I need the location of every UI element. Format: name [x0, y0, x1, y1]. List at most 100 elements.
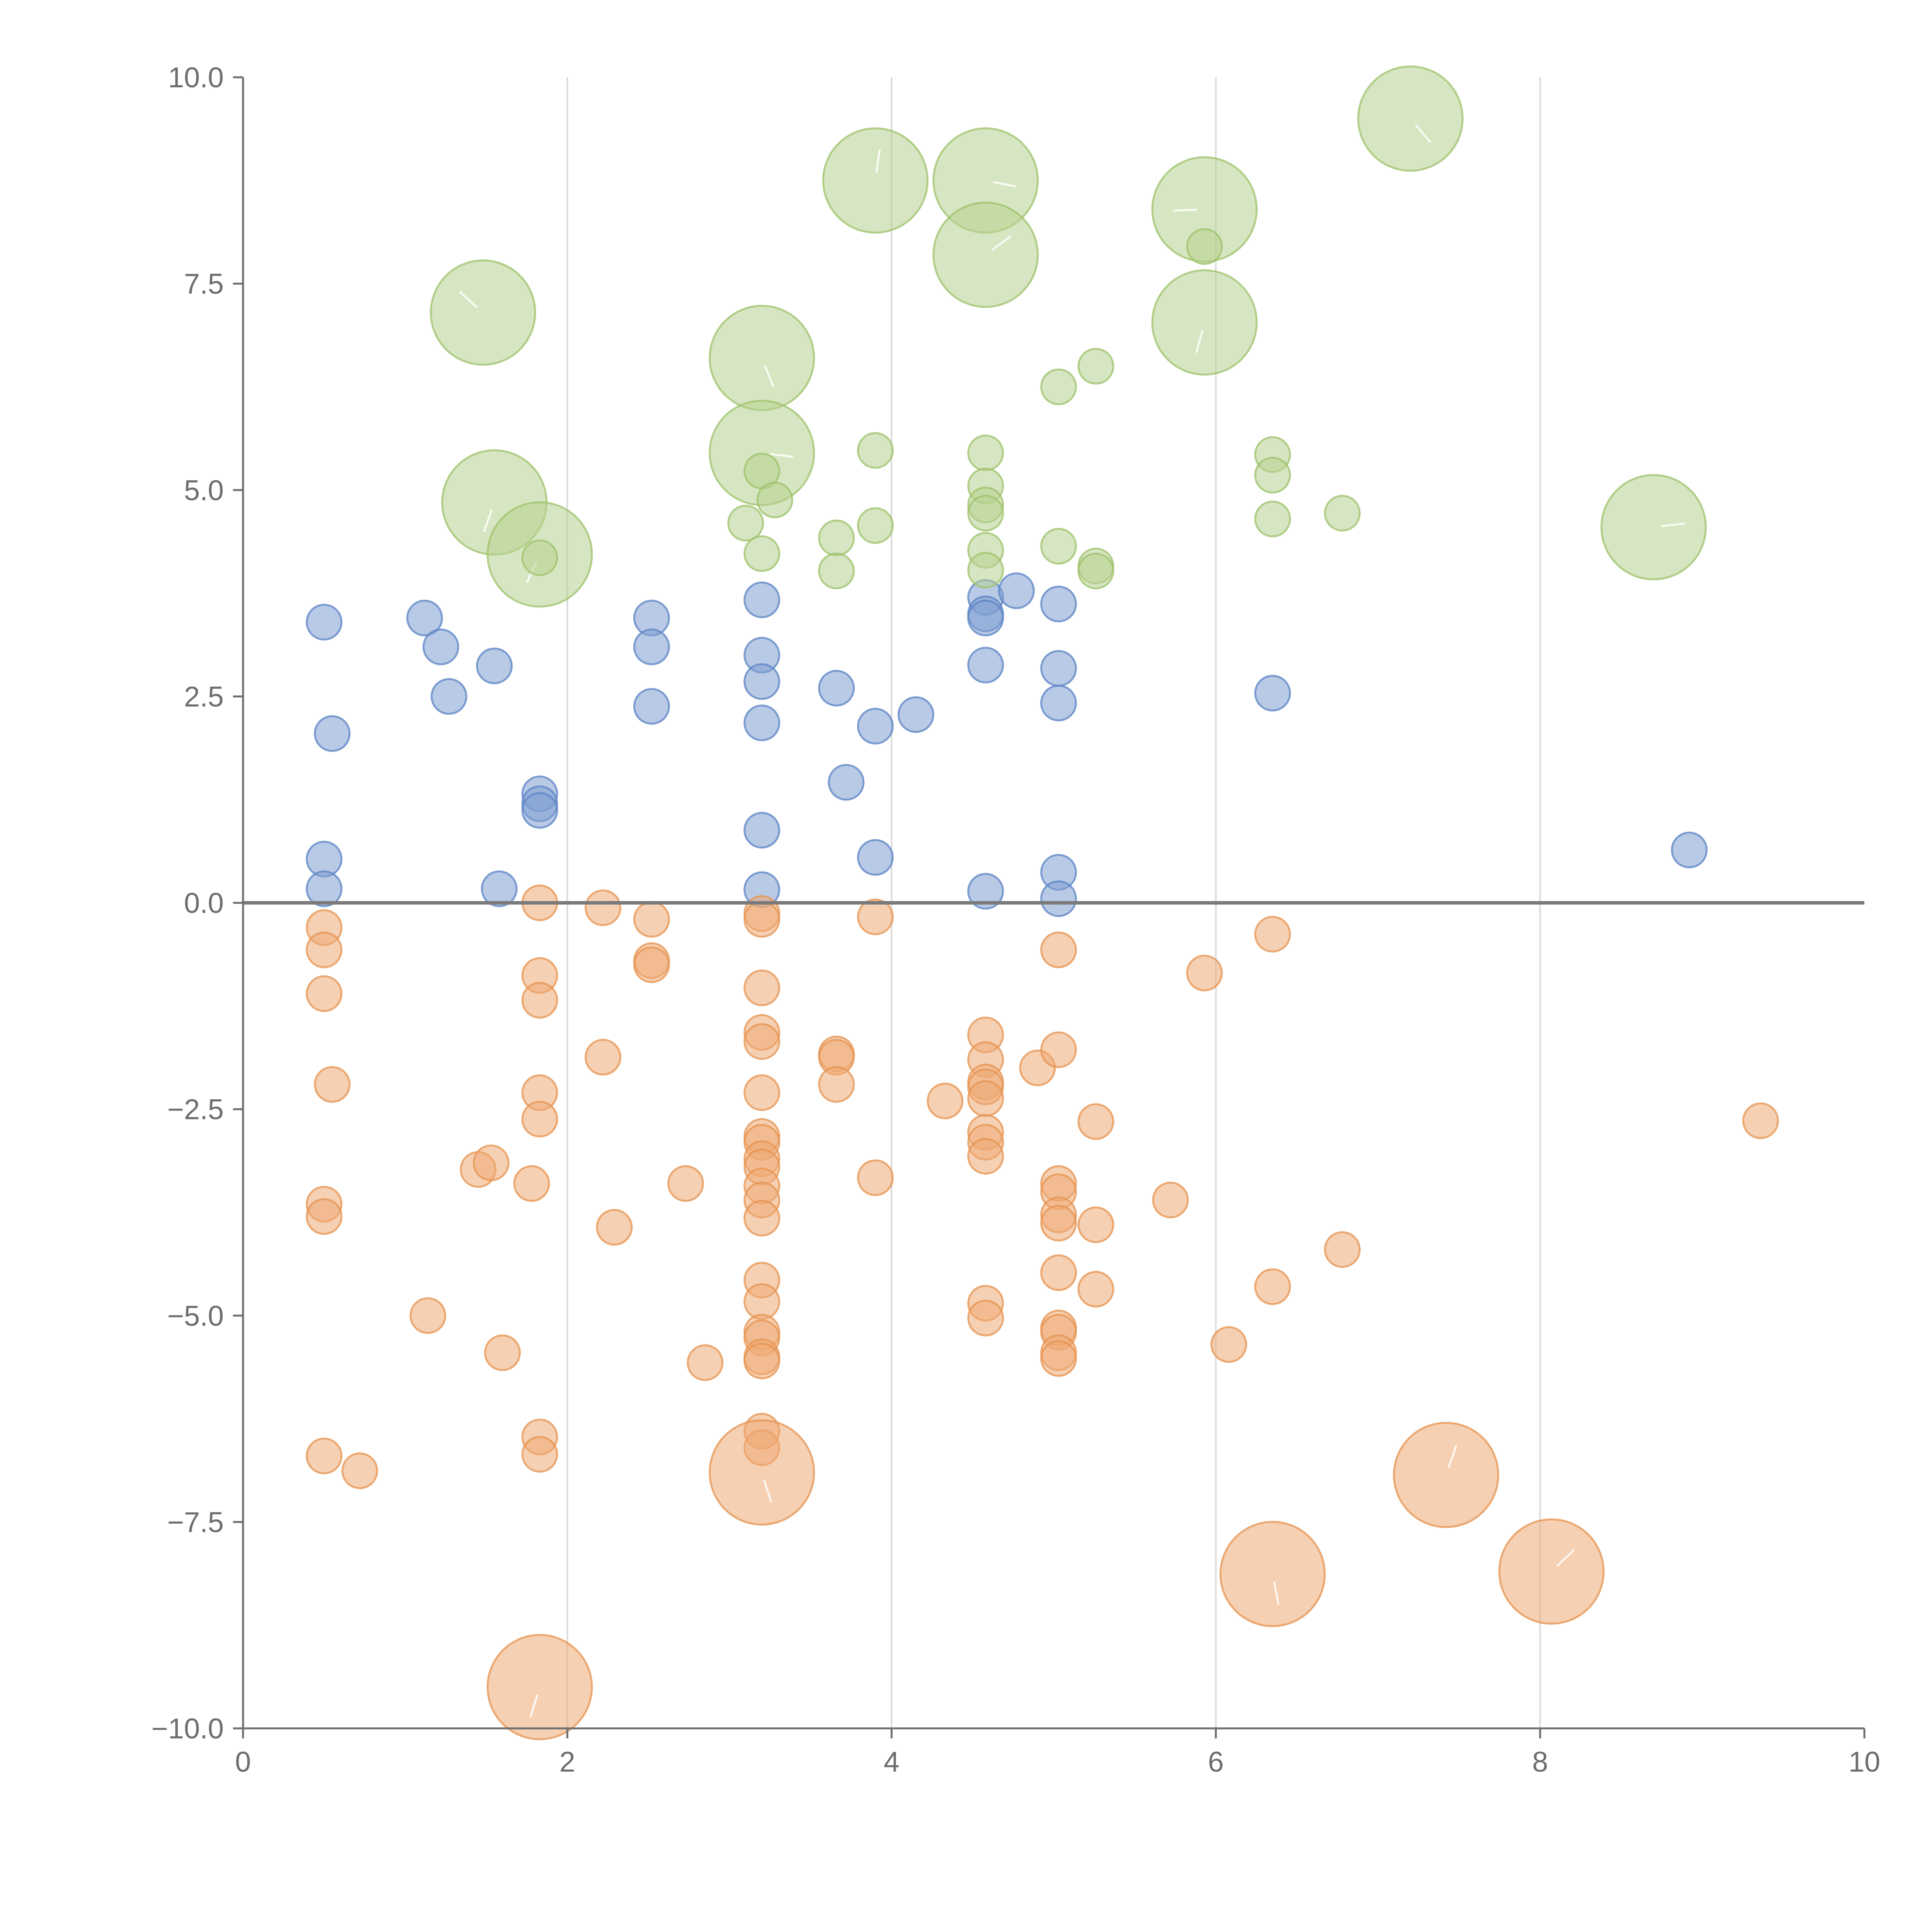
blue-point — [1254, 675, 1291, 712]
green-point — [1077, 553, 1114, 590]
green-point — [1186, 228, 1223, 265]
orange-point — [513, 1165, 550, 1202]
y-tick-label: 10.0 — [168, 61, 224, 94]
orange-point — [585, 1039, 622, 1076]
orange-point — [1324, 1231, 1361, 1268]
green-point — [430, 259, 536, 366]
orange-point — [818, 1066, 855, 1103]
orange-point — [585, 889, 622, 926]
orange-point — [927, 1082, 964, 1119]
green-point-marker — [1415, 124, 1432, 143]
blue-point — [1671, 832, 1708, 869]
blue-point — [967, 599, 1004, 636]
orange-point — [967, 1299, 1004, 1337]
green-point-marker — [1661, 522, 1685, 527]
orange-point — [967, 1138, 1004, 1175]
orange-point — [1393, 1422, 1499, 1528]
green-point — [727, 505, 764, 542]
orange-point — [857, 898, 894, 935]
green-point-marker — [875, 149, 881, 173]
orange-point — [667, 1165, 704, 1202]
blue-point — [422, 628, 459, 665]
orange-point — [1077, 1103, 1114, 1140]
green-point — [743, 535, 781, 572]
orange-point — [743, 1023, 781, 1060]
blue-point — [306, 870, 343, 907]
orange-point — [743, 1200, 781, 1237]
blue-point — [481, 870, 518, 907]
orange-point — [341, 1452, 378, 1489]
blue-point — [743, 811, 781, 849]
orange-point — [743, 969, 781, 1007]
orange-point — [1077, 1206, 1114, 1243]
blue-point — [743, 581, 781, 618]
orange-point — [484, 1334, 521, 1371]
green-point-marker — [459, 291, 478, 308]
orange-point — [743, 901, 781, 938]
x-tick-label: 6 — [1208, 1746, 1224, 1778]
orange-point — [1742, 1102, 1779, 1139]
green-point — [932, 201, 1039, 308]
blue-point — [1040, 650, 1077, 687]
orange-point — [473, 1144, 510, 1181]
green-point — [1324, 495, 1361, 532]
green-point — [857, 432, 894, 469]
orange-point — [306, 931, 343, 968]
green-point — [1077, 348, 1114, 385]
green-point — [1600, 474, 1707, 580]
blue-point — [818, 670, 855, 707]
green-point-marker — [1173, 209, 1197, 212]
orange-point — [1186, 954, 1223, 992]
orange-point — [1040, 1254, 1077, 1291]
orange-point — [306, 1437, 343, 1475]
blue-point — [743, 704, 781, 742]
blue-point — [406, 599, 443, 636]
orange-point — [633, 901, 670, 938]
green-point — [756, 481, 793, 519]
blue-point — [430, 678, 468, 715]
orange-point-marker — [763, 1480, 772, 1503]
y-tick-label: −10.0 — [151, 1713, 224, 1745]
orange-point-marker — [1447, 1445, 1458, 1468]
green-point — [1254, 457, 1291, 494]
green-point-marker — [991, 235, 1012, 251]
green-point-marker — [769, 453, 793, 458]
orange-point — [687, 1344, 724, 1381]
orange-point — [743, 1342, 781, 1379]
orange-point — [521, 982, 558, 1019]
blue-point — [476, 647, 513, 684]
blue-point — [1040, 684, 1077, 721]
orange-point — [967, 1080, 1004, 1117]
x-tick-label: 8 — [1532, 1746, 1548, 1778]
bubble-layer — [306, 65, 1779, 1740]
green-point — [967, 551, 1004, 588]
green-point — [1357, 65, 1464, 172]
orange-point — [743, 1074, 781, 1111]
y-tick-label: −7.5 — [167, 1506, 224, 1538]
blue-point — [743, 663, 781, 700]
orange-point — [486, 1634, 593, 1740]
green-point-marker — [483, 509, 493, 532]
y-tick-label: 7.5 — [184, 268, 224, 300]
blue-point — [897, 696, 934, 733]
blue-point — [314, 715, 351, 752]
green-point — [1254, 500, 1291, 537]
green-point — [967, 434, 1004, 471]
orange-point — [1254, 1268, 1291, 1305]
y-tick-label: −2.5 — [167, 1094, 224, 1126]
orange-point — [1152, 1182, 1189, 1219]
green-point — [521, 539, 558, 576]
green-point — [1040, 528, 1077, 565]
green-point-marker — [764, 365, 775, 388]
blue-point — [633, 688, 670, 725]
y-tick-label: 2.5 — [184, 680, 224, 713]
orange-point-marker — [1273, 1581, 1280, 1605]
blue-point — [1040, 585, 1077, 622]
green-point — [1151, 269, 1258, 376]
blue-point — [633, 628, 670, 665]
orange-point — [1040, 931, 1077, 968]
orange-point-marker — [1556, 1549, 1575, 1567]
y-tick-label: −5.0 — [167, 1300, 224, 1332]
